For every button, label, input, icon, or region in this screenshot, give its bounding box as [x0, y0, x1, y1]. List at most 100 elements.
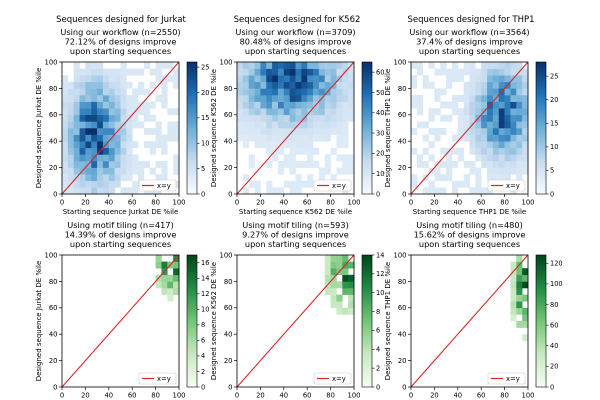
- panel-title-line: upon starting sequences: [245, 239, 346, 249]
- heatmap-cell: [91, 101, 98, 109]
- heatmap-cell: [132, 180, 139, 188]
- colorbar-tick-label: 16: [201, 259, 209, 267]
- heatmap-cell: [457, 147, 464, 155]
- heatmap-cell: [237, 101, 244, 109]
- diagonal-line: [236, 61, 355, 195]
- heatmap-cell: [67, 187, 74, 195]
- plot-frame: [410, 254, 529, 388]
- heatmap-cell: [73, 62, 80, 69]
- heatmap-cell: [108, 101, 115, 109]
- heatmap-cell: [469, 62, 476, 69]
- heatmap-cell: [155, 134, 162, 142]
- heatmap-cell: [516, 95, 523, 102]
- x-tick-label: 100: [348, 199, 361, 207]
- heatmap-cell: [342, 167, 349, 175]
- heatmap-cell: [108, 167, 115, 175]
- x-tick-label: 20: [430, 199, 439, 207]
- heatmap-cell: [475, 141, 482, 149]
- heatmap-cell: [411, 62, 418, 69]
- heatmap-cell: [475, 121, 482, 129]
- column-title-jurkat: Sequences designed for Jurkat: [56, 15, 186, 25]
- heatmap-cell: [62, 161, 69, 168]
- heatmap-cell: [266, 88, 273, 96]
- heatmap-cell: [457, 108, 464, 116]
- heatmap-cell: [348, 101, 355, 109]
- heatmap-cell: [516, 88, 523, 96]
- heatmap-cell: [91, 114, 98, 122]
- heatmap-cell: [237, 81, 244, 89]
- colorbar-tick-label: 10: [550, 143, 558, 151]
- heatmap-cell: [62, 154, 69, 162]
- heatmap-cell: [469, 128, 476, 135]
- heatmap-cell: [237, 108, 244, 116]
- colorbar-tick-label: 60: [550, 321, 558, 329]
- heatmap-cell: [330, 68, 337, 76]
- heatmap-cell: [434, 108, 441, 116]
- heatmap-cell: [85, 68, 92, 76]
- heatmap-cell: [120, 154, 127, 162]
- heatmap-cell: [481, 75, 488, 83]
- heatmap-cell: [516, 268, 523, 276]
- heatmap-cell: [498, 101, 505, 109]
- heatmap-cell: [67, 161, 74, 168]
- colorbar-tick-label: 6: [201, 337, 205, 345]
- heatmap-cell: [161, 167, 168, 175]
- colorbar-tick-label: 8: [376, 308, 380, 316]
- heatmap-cell: [295, 62, 302, 69]
- heatmap-cell: [498, 62, 505, 69]
- heatmap-cell: [510, 281, 517, 289]
- heatmap-cell: [254, 121, 261, 129]
- colorbar-tick-label: 0: [376, 190, 380, 198]
- heatmap-cell: [266, 141, 273, 149]
- heatmap-cell: [504, 95, 511, 102]
- heatmap-cell: [324, 261, 331, 269]
- heatmap-cell: [67, 134, 74, 142]
- heatmap-cell: [481, 141, 488, 149]
- heatmap-cell: [143, 62, 151, 69]
- heatmap-cell: [97, 75, 104, 83]
- heatmap-cell: [440, 101, 447, 109]
- heatmap-cell: [434, 128, 441, 135]
- heatmap-cell: [242, 174, 249, 182]
- heatmap-cell: [295, 95, 302, 102]
- heatmap-cell: [114, 88, 121, 96]
- heatmap-cell: [510, 274, 517, 282]
- heatmap-cell: [330, 101, 337, 109]
- heatmap-cell: [324, 95, 331, 102]
- heatmap-cell: [272, 154, 279, 162]
- heatmap-cell: [73, 101, 80, 109]
- heatmap-cell: [120, 95, 127, 102]
- heatmap-cell: [161, 141, 168, 149]
- heatmap-cell: [318, 62, 326, 69]
- heatmap-cell: [237, 95, 244, 102]
- heatmap-cell: [62, 128, 69, 135]
- heatmap-cell: [85, 114, 92, 122]
- heatmap-cell: [248, 75, 255, 83]
- heatmap-cell: [481, 147, 488, 155]
- heatmap-cell: [481, 114, 488, 122]
- heatmap-cell: [114, 81, 121, 89]
- heatmap-cell: [475, 95, 482, 102]
- heatmap-cell: [510, 81, 517, 89]
- panel-title-line: Using motif tiling (n=593): [242, 220, 349, 230]
- heatmap-cell: [254, 81, 261, 89]
- colorbar-tick-label: 14: [201, 275, 209, 283]
- heatmap-cell: [422, 147, 429, 155]
- heatmap-cell: [324, 68, 331, 76]
- heatmap-cell: [272, 68, 279, 76]
- heatmap-cell: [411, 180, 418, 188]
- heatmap-cell: [416, 95, 423, 102]
- heatmap-cell: [469, 161, 476, 168]
- heatmap-cell: [336, 301, 343, 309]
- heatmap-cell: [85, 75, 92, 83]
- heatmap-cell: [510, 134, 517, 142]
- heatmap-cell: [277, 147, 285, 155]
- panels: Using our workflow (n=2550)72.12% of des…: [35, 27, 563, 400]
- heatmap-cell: [348, 88, 355, 96]
- heatmap-cell: [295, 161, 302, 168]
- heatmap-cell: [283, 75, 290, 83]
- heatmap-cell: [324, 134, 331, 142]
- heatmap-cell: [91, 62, 98, 69]
- heatmap-cell: [487, 128, 494, 135]
- heatmap-cell: [132, 88, 139, 96]
